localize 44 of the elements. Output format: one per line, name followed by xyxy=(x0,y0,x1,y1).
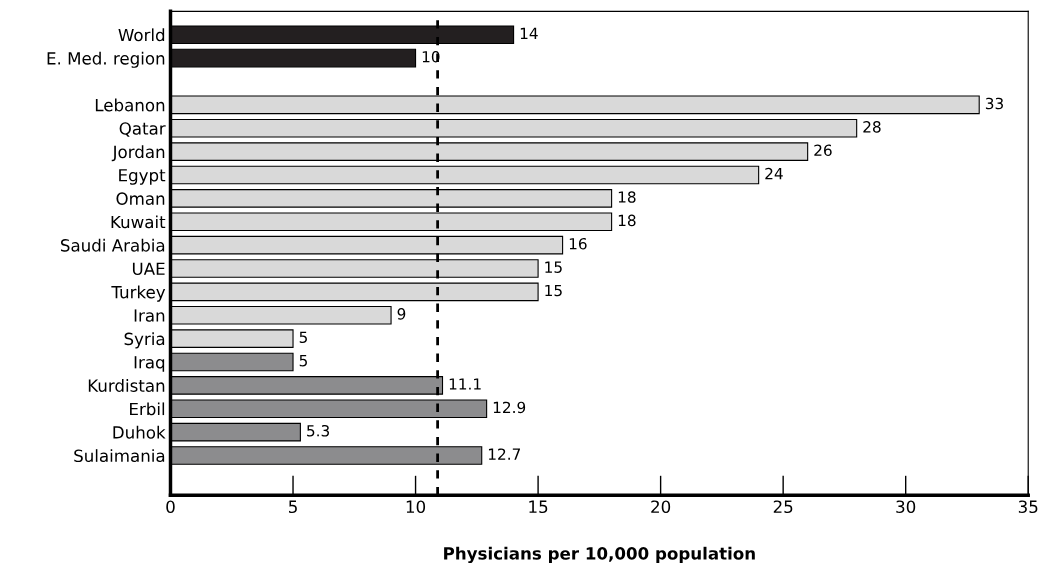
y-tick-label: Egypt xyxy=(119,169,166,185)
y-tick-label: Syria xyxy=(124,332,165,349)
x-tick-label: 20 xyxy=(651,500,671,514)
y-tick-label: Kuwait xyxy=(111,215,166,229)
y-tick-label: World xyxy=(118,28,165,42)
data-label: 5.3 xyxy=(307,425,330,437)
data-label: 18 xyxy=(618,214,636,227)
data-label: 18 xyxy=(618,191,636,203)
y-tick-label: Lebanon xyxy=(95,98,165,112)
data-label: 16 xyxy=(569,237,587,250)
y-tick-label: UAE xyxy=(132,262,165,276)
x-tick-label: 25 xyxy=(773,500,793,514)
data-label: 5 xyxy=(299,331,307,344)
y-tick-label: Erbil xyxy=(130,402,165,416)
data-label: 26 xyxy=(814,144,832,157)
x-tick-label: 30 xyxy=(896,500,916,514)
x-axis-title: Physicians per 10,000 population xyxy=(444,546,755,564)
data-label: 9 xyxy=(397,308,406,320)
y-tick-label: Iraq xyxy=(134,356,165,372)
y-tick-label: Sulaimania xyxy=(74,449,165,463)
data-label: 12.7 xyxy=(488,448,520,460)
data-label: 33 xyxy=(985,97,1003,110)
data-label: 11.1 xyxy=(449,378,481,390)
data-label: 14 xyxy=(520,27,538,39)
y-tick-label: Oman xyxy=(116,192,165,205)
x-tick-label: 0 xyxy=(166,500,175,514)
data-label: 24 xyxy=(765,167,783,180)
y-tick-label: Qatar xyxy=(119,122,166,137)
y-tick-label: Duhok xyxy=(113,425,166,439)
x-tick-label: 10 xyxy=(406,500,426,514)
data-label: 15 xyxy=(545,284,562,297)
data-label: 15 xyxy=(545,261,562,273)
y-tick-label: Jordan xyxy=(111,145,165,162)
y-tick-label: Iran xyxy=(134,309,165,322)
x-tick-label: 5 xyxy=(289,500,297,514)
y-tick-label: Saudi Arabia xyxy=(60,238,165,252)
data-label: 12.9 xyxy=(493,401,526,414)
x-tick-label: 35 xyxy=(1018,500,1038,514)
data-label: 5 xyxy=(299,355,307,367)
y-tick-label: Kurdistan xyxy=(88,379,165,392)
x-tick-label: 15 xyxy=(529,500,548,514)
y-tick-label: Turkey xyxy=(111,285,166,302)
data-label: 28 xyxy=(863,121,881,133)
y-tick-label: E. Med. region xyxy=(47,51,165,68)
